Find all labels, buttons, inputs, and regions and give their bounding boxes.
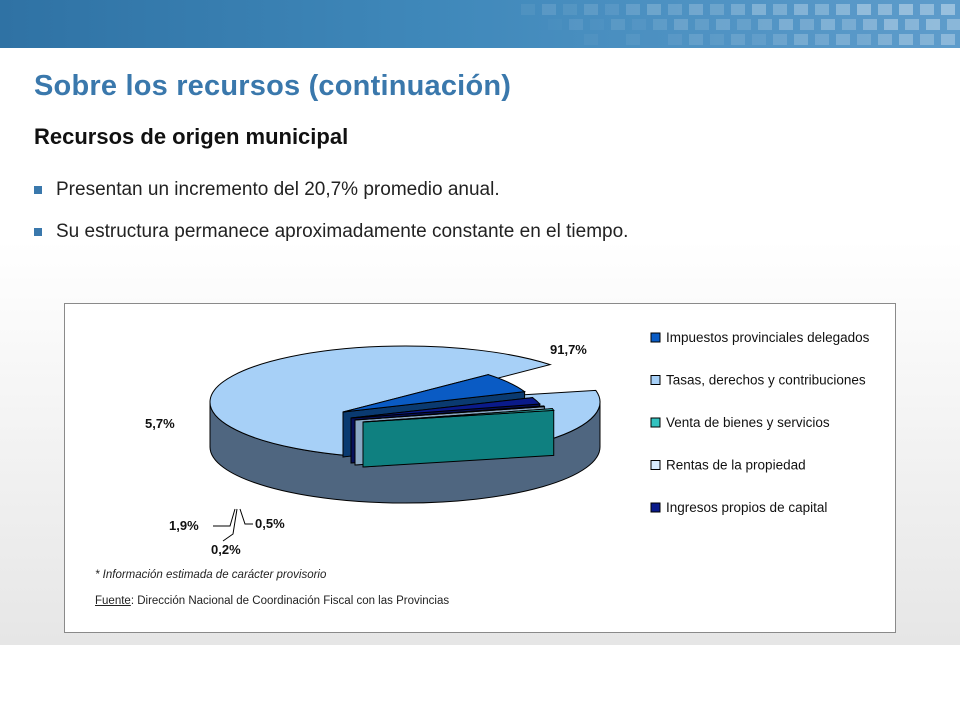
- banner-square: [647, 4, 661, 15]
- data-label: 1,9%: [169, 518, 199, 533]
- banner-square: [815, 4, 829, 15]
- banner-square: [941, 34, 955, 45]
- banner-square: [800, 19, 814, 30]
- legend-swatch: [650, 332, 661, 343]
- banner-square: [542, 4, 556, 15]
- legend-swatch: [650, 460, 661, 470]
- banner-square: [920, 34, 934, 45]
- page-title: Sobre los recursos (continuación): [34, 70, 512, 102]
- legend-swatch: [650, 502, 661, 513]
- banner-square: [878, 4, 892, 15]
- chart-footnote: * Información estimada de carácter provi…: [95, 569, 327, 581]
- banner-square: [752, 4, 766, 15]
- data-label: 0,2%: [211, 542, 241, 557]
- banner-square: [584, 4, 598, 15]
- banner-square: [731, 34, 745, 45]
- banner-square: [773, 4, 787, 15]
- legend-label: Tasas, derechos y contribuciones: [666, 373, 866, 388]
- banner-square: [605, 4, 619, 15]
- leader-line: [239, 508, 253, 525]
- banner-square: [758, 19, 772, 30]
- bullet-text: Presentan un incremento del 20,7% promed…: [56, 179, 500, 200]
- banner-square: [590, 19, 604, 30]
- square-bullet-icon: [34, 228, 42, 236]
- banner-square: [563, 4, 577, 15]
- banner-square: [716, 19, 730, 30]
- banner-square: [737, 19, 751, 30]
- banner-square: [710, 4, 724, 15]
- banner-square: [905, 19, 919, 30]
- legend-swatch: [650, 375, 661, 385]
- banner-square: [674, 19, 688, 30]
- banner-square: [836, 4, 850, 15]
- banner-square: [794, 34, 808, 45]
- banner-square: [689, 4, 703, 15]
- banner-square: [920, 4, 934, 15]
- leader-line: [222, 508, 238, 542]
- section-subtitle: Recursos de origen municipal: [34, 124, 349, 149]
- banner-square: [695, 19, 709, 30]
- banner-square: [668, 34, 682, 45]
- pie-chart: 91,7% 5,7% 1,9% 0,5% 0,2% Impuestos provincia…: [145, 330, 870, 557]
- data-label: 91,7%: [550, 342, 587, 357]
- banner-square: [842, 19, 856, 30]
- banner-square: [773, 34, 787, 45]
- leader-line: [213, 508, 236, 527]
- banner-square: [947, 19, 960, 30]
- pie-slice: [342, 374, 526, 413]
- legend-label: Rentas de la propiedad: [666, 458, 806, 473]
- bullet-item: Presentan un incremento del 20,7% promed…: [34, 178, 628, 220]
- banner-square: [626, 34, 640, 45]
- bullet-item: Su estructura permanece aproximadamente …: [34, 220, 628, 262]
- banner-square: [857, 34, 871, 45]
- banner-square: [584, 34, 598, 45]
- header-banner: [0, 0, 960, 48]
- pie-slice: [354, 405, 546, 421]
- banner-square: [653, 19, 667, 30]
- banner-square: [884, 19, 898, 30]
- banner-square: [878, 34, 892, 45]
- chart-source: Fuente: Dirección Nacional de Coordinaci…: [95, 595, 449, 607]
- square-bullet-icon: [34, 186, 42, 194]
- banner-square: [731, 4, 745, 15]
- legend-label: Venta de bienes y servicios: [666, 415, 830, 430]
- source-text: : Dirección Nacional de Coordinación Fis…: [130, 595, 450, 607]
- source-label: Fuente: [95, 595, 131, 607]
- banner-square: [626, 4, 640, 15]
- banner-square: [863, 19, 877, 30]
- banner-square: [548, 19, 562, 30]
- banner-square: [821, 19, 835, 30]
- banner-square: [668, 4, 682, 15]
- chart-frame: 91,7% 5,7% 1,9% 0,5% 0,2% Impuestos provincia…: [64, 303, 896, 633]
- pie-slice: [350, 397, 541, 419]
- banner-square: [752, 34, 766, 45]
- bullet-list: Presentan un incremento del 20,7% promed…: [34, 178, 628, 262]
- pie-slice: [362, 408, 555, 423]
- banner-square: [794, 4, 808, 15]
- banner-square: [857, 4, 871, 15]
- banner-square: [632, 19, 646, 30]
- banner-square: [689, 34, 703, 45]
- data-label: 0,5%: [255, 516, 285, 531]
- banner-square: [941, 4, 955, 15]
- legend-label: Ingresos propios de capital: [666, 500, 827, 515]
- bullet-text: Su estructura permanece aproximadamente …: [56, 221, 629, 242]
- banner-square: [836, 34, 850, 45]
- banner-square: [815, 34, 829, 45]
- banner-square: [779, 19, 793, 30]
- banner-square: [899, 4, 913, 15]
- data-label: 5,7%: [145, 416, 175, 431]
- banner-square: [710, 34, 724, 45]
- banner-square: [926, 19, 940, 30]
- legend-label: Impuestos provinciales delegados: [666, 330, 870, 345]
- banner-pattern: [521, 4, 960, 45]
- banner-square: [569, 19, 583, 30]
- banner-square: [899, 34, 913, 45]
- legend-swatch: [650, 417, 661, 428]
- banner-square: [611, 19, 625, 30]
- banner-square: [521, 4, 535, 15]
